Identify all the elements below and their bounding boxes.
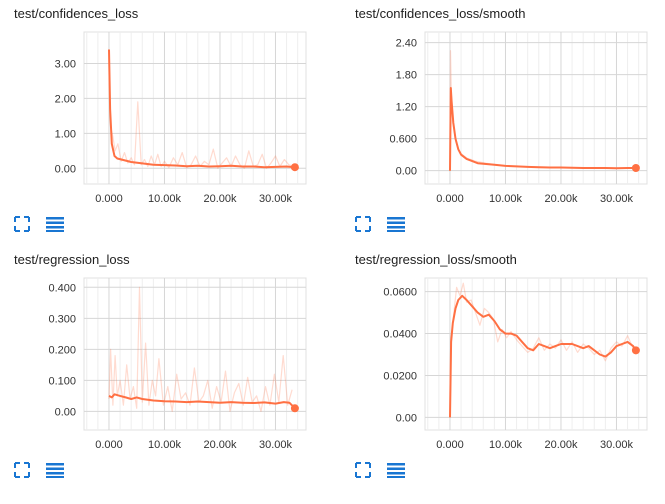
fullscreen-icon[interactable] xyxy=(14,462,30,478)
chart-card-confidences-loss: test/confidences_loss 0.000 10.00k 20.00k 3… xyxy=(14,6,334,246)
chart-card-regression-loss: test/regression_loss 0.000 10.00k 20.00k 30… xyxy=(14,252,334,492)
x-tick-label: 10.00k xyxy=(489,439,523,451)
x-tick-label: 20.00k xyxy=(544,193,578,205)
x-tick-label: 0.000 xyxy=(436,439,464,451)
plot-frame xyxy=(424,31,648,185)
series-end-point xyxy=(631,164,640,172)
chart-title: test/confidences_loss xyxy=(14,6,139,21)
y-tick-label: 2.00 xyxy=(55,93,76,105)
y-tick-label: 0.00 xyxy=(55,406,76,418)
y-tick-label: 0.100 xyxy=(48,375,76,387)
y-tick-label: 0.300 xyxy=(48,313,76,325)
x-tick-label: 10.00k xyxy=(148,439,182,451)
chart-plot[interactable]: 0.000 10.00k 20.00k 30.00k 0.00 1.00 2.00 3.00 xyxy=(14,6,334,246)
y-tick-label: 0.00 xyxy=(396,412,417,424)
series-end-point xyxy=(631,346,640,355)
series-line-raw xyxy=(108,63,296,169)
chart-plot[interactable]: 0.000 10.00k 20.00k 30.00k 0.00 0.0200 0.0400 0… xyxy=(355,252,665,492)
chart-title: test/confidences_loss/smooth xyxy=(355,6,526,21)
y-tick-label: 0.0600 xyxy=(383,287,417,299)
plot-frame xyxy=(424,277,648,431)
chart-plot[interactable]: 0.000 10.00k 20.00k 30.00k 0.00 0.100 0.200 0.3… xyxy=(14,252,334,492)
y-tick-label: 0.0200 xyxy=(383,370,417,382)
series-end-point xyxy=(290,404,299,413)
plot-frame xyxy=(83,31,307,185)
y-tick-label: 0.200 xyxy=(48,344,76,356)
chart-card-confidences-loss-smooth: test/confidences_loss/smooth 0.000 10.00k… xyxy=(355,6,665,246)
y-tick-label: 0.00 xyxy=(396,166,417,178)
chart-title: test/regression_loss/smooth xyxy=(355,252,517,267)
list-icon[interactable] xyxy=(46,216,64,232)
x-tick-label: 0.000 xyxy=(436,193,464,205)
list-icon[interactable] xyxy=(46,462,64,478)
chart-plot[interactable]: 0.000 10.00k 20.00k 30.00k 0.00 0.600 1.20 1.80… xyxy=(355,6,665,246)
x-tick-label: 20.00k xyxy=(203,439,237,451)
x-tick-label: 30.00k xyxy=(259,193,293,205)
x-tick-label: 30.00k xyxy=(600,193,634,205)
x-tick-label: 30.00k xyxy=(259,439,293,451)
chart-card-regression-loss-smooth: test/regression_loss/smooth 0.000 10.00k 2… xyxy=(355,252,665,492)
chart-title: test/regression_loss xyxy=(14,252,130,267)
y-tick-label: 0.400 xyxy=(48,282,76,294)
series-line-raw xyxy=(108,286,293,412)
x-tick-label: 20.00k xyxy=(544,439,578,451)
series-line-smoothed xyxy=(108,393,296,410)
fullscreen-icon[interactable] xyxy=(14,216,30,232)
y-tick-label: 1.80 xyxy=(396,70,417,82)
series-end-point xyxy=(290,163,299,172)
x-tick-label: 0.000 xyxy=(95,439,123,451)
list-icon[interactable] xyxy=(387,462,405,478)
series-line-smoothed xyxy=(108,49,295,169)
fullscreen-icon[interactable] xyxy=(355,462,371,478)
y-tick-label: 2.40 xyxy=(396,38,417,50)
x-tick-label: 30.00k xyxy=(600,439,634,451)
x-tick-label: 10.00k xyxy=(148,193,182,205)
y-tick-label: 1.00 xyxy=(55,128,76,140)
y-tick-label: 0.600 xyxy=(389,134,417,146)
x-tick-label: 20.00k xyxy=(203,193,237,205)
fullscreen-icon[interactable] xyxy=(355,216,371,232)
x-tick-label: 0.000 xyxy=(95,193,123,205)
series-line-smoothed xyxy=(449,294,637,418)
y-tick-label: 3.00 xyxy=(55,58,76,70)
series-line-raw xyxy=(449,50,636,171)
series-line-smoothed xyxy=(449,87,636,171)
plot-frame xyxy=(83,277,307,431)
y-tick-label: 0.0400 xyxy=(383,329,417,341)
list-icon[interactable] xyxy=(387,216,405,232)
x-tick-label: 10.00k xyxy=(489,193,523,205)
y-tick-label: 0.00 xyxy=(55,163,76,175)
y-tick-label: 1.20 xyxy=(396,102,417,114)
